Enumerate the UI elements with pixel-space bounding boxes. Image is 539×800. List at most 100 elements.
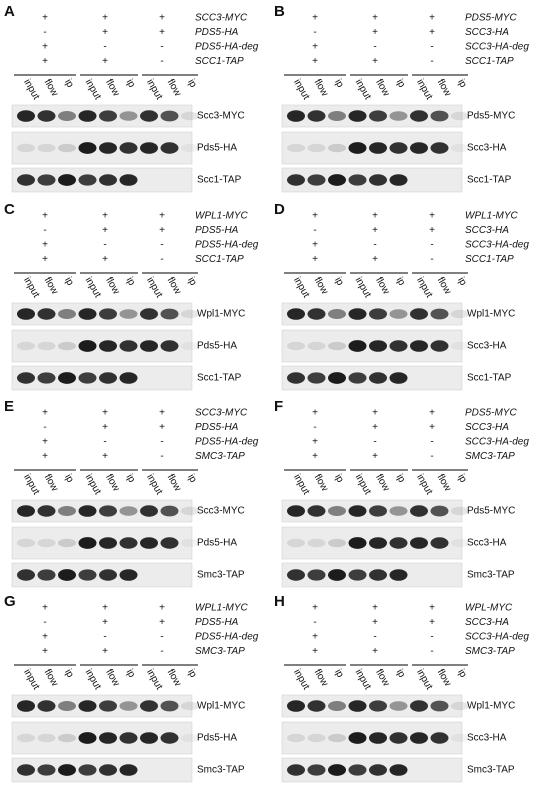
- lane-label: flow: [373, 275, 392, 297]
- blot-label: Smc3-TAP: [467, 765, 515, 776]
- lane-label: flow: [165, 472, 184, 494]
- band: [99, 142, 117, 154]
- band: [140, 537, 158, 549]
- band: [348, 110, 367, 122]
- genotype-label: SCC1-TAP: [465, 254, 514, 265]
- sign: -: [160, 646, 163, 657]
- band: [37, 143, 56, 153]
- blot-label: Pds5-MYC: [467, 111, 515, 122]
- band: [160, 142, 179, 154]
- band: [119, 340, 138, 352]
- band: [369, 569, 387, 581]
- lane-label: input: [414, 77, 434, 101]
- band: [119, 764, 138, 776]
- sign: -: [373, 437, 376, 448]
- band: [348, 505, 367, 517]
- panel: H + + + WPL-MYC - + + SCC3-HA + - - SCC3-HA-deg + + - SM…: [274, 593, 529, 783]
- band: [17, 733, 35, 743]
- sign: +: [312, 42, 318, 53]
- band: [348, 764, 367, 776]
- panel: A + + + SCC3-MYC - + + PDS5-HA + - - PDS5-HA-deg + + - S…: [4, 3, 259, 193]
- band: [307, 569, 326, 581]
- sign: +: [429, 422, 435, 433]
- sign: +: [42, 56, 48, 67]
- band: [369, 372, 387, 384]
- band: [369, 142, 387, 154]
- band: [37, 341, 56, 351]
- band: [99, 174, 117, 186]
- band: [119, 372, 138, 384]
- band: [99, 537, 117, 549]
- band: [58, 372, 76, 384]
- lane-label: input: [83, 472, 103, 496]
- band: [287, 308, 305, 320]
- sign: +: [42, 42, 48, 53]
- genotype-label: WPL1-MYC: [465, 211, 519, 222]
- band: [410, 110, 428, 122]
- band: [389, 537, 408, 549]
- blot-label: Scc3-HA: [467, 733, 507, 744]
- blot-label: Scc1-TAP: [467, 373, 512, 384]
- sign: +: [429, 225, 435, 236]
- band: [78, 340, 97, 352]
- band: [160, 110, 179, 122]
- band: [140, 340, 158, 352]
- genotype-label: SCC3-HA: [465, 617, 509, 628]
- band: [389, 569, 408, 581]
- band: [410, 732, 428, 744]
- band: [369, 537, 387, 549]
- band: [37, 174, 56, 186]
- band: [389, 372, 408, 384]
- band: [58, 538, 76, 548]
- panel: B + + + PDS5-MYC - + + SCC3-HA + - - SCC3-HA-deg + + - S…: [274, 3, 529, 193]
- band: [348, 308, 367, 320]
- genotype-label: PDS5-HA-deg: [195, 240, 259, 251]
- band: [328, 569, 346, 581]
- sign: +: [42, 211, 48, 222]
- band: [328, 701, 346, 711]
- lane-label: ip: [394, 667, 408, 680]
- lane-label: ip: [62, 472, 76, 485]
- sign: -: [160, 254, 163, 265]
- band: [389, 732, 408, 744]
- band: [17, 308, 35, 320]
- sign: +: [372, 27, 378, 38]
- blot-label: Pds5-HA: [197, 143, 237, 154]
- lane-label: ip: [185, 472, 199, 485]
- sign: -: [430, 254, 433, 265]
- lane-label: ip: [185, 275, 199, 288]
- band: [369, 732, 387, 744]
- band: [328, 341, 346, 351]
- lane-label: flow: [435, 667, 454, 689]
- blot-label: Wpl1-MYC: [197, 701, 245, 712]
- band: [430, 340, 449, 352]
- lane-label: ip: [185, 77, 199, 90]
- band: [181, 143, 199, 153]
- lane-label: flow: [373, 472, 392, 494]
- lane-label: flow: [312, 667, 331, 689]
- band: [328, 372, 346, 384]
- band: [78, 537, 97, 549]
- band: [389, 701, 408, 711]
- sign: -: [373, 632, 376, 643]
- band: [17, 700, 35, 712]
- panel-letter: E: [4, 398, 14, 415]
- sign: -: [430, 42, 433, 53]
- sign: +: [102, 211, 108, 222]
- genotype-label: SMC3-TAP: [465, 646, 515, 657]
- band: [410, 700, 428, 712]
- band: [307, 372, 326, 384]
- genotype-label: SCC1-TAP: [465, 56, 514, 67]
- band: [140, 700, 158, 712]
- sign: +: [102, 13, 108, 24]
- panel: C + + + WPL1-MYC - + + PDS5-HA + - - PDS5-HA-deg + + - S…: [4, 201, 259, 391]
- sign: -: [103, 632, 106, 643]
- band: [369, 764, 387, 776]
- blot-label: Scc3-HA: [467, 341, 507, 352]
- genotype-label: SCC3-MYC: [195, 13, 248, 24]
- lane-label: ip: [62, 77, 76, 90]
- sign: +: [372, 646, 378, 657]
- blot-label: Pds5-HA: [197, 341, 237, 352]
- sign: +: [312, 240, 318, 251]
- genotype-label: SMC3-TAP: [465, 451, 515, 462]
